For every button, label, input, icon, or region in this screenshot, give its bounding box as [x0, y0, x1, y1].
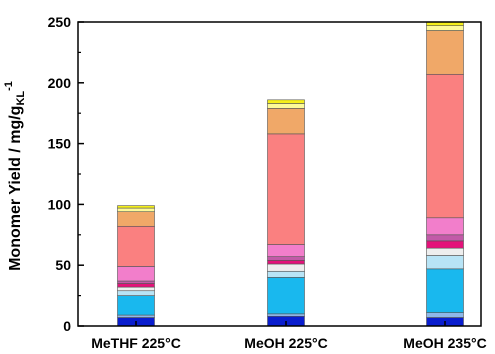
- svg-text:Monomer Yield / mg/gKL-1: Monomer Yield / mg/gKL-1: [3, 81, 27, 271]
- y-axis-title-main: Monomer Yield / mg/g: [7, 106, 24, 271]
- y-axis-title-subscript: KL: [15, 91, 27, 106]
- x-category-label: MeOH 225°C: [244, 335, 327, 351]
- x-category-label: MeTHF 225°C: [91, 335, 181, 351]
- bar-segment: [267, 313, 305, 317]
- bar-segment: [426, 25, 464, 31]
- bar-segment: [267, 99, 305, 104]
- bar-segment: [117, 314, 155, 318]
- bars-layer: [117, 21, 464, 327]
- bar-segment: [117, 280, 155, 284]
- bar-segment: [267, 133, 305, 245]
- bar-segment: [267, 108, 305, 135]
- bar-segment: [117, 266, 155, 282]
- y-tick-label: 100: [48, 196, 72, 212]
- bar-segment: [267, 256, 305, 261]
- bar-segment: [426, 234, 464, 242]
- bar-segment: [117, 290, 155, 296]
- x-axis: MeTHF 225°C MeOH 225°C MeOH 235°C: [91, 321, 487, 351]
- bar-segment: [117, 205, 155, 209]
- bar-segment: [267, 260, 305, 265]
- x-category-label: MeOH 235°C: [403, 335, 486, 351]
- bar-segment: [267, 103, 305, 109]
- bar-segment: [117, 211, 155, 227]
- y-axis-title-superscript: -1: [3, 81, 15, 91]
- bar-segment: [117, 225, 155, 267]
- bar-stack: [426, 21, 464, 327]
- bar-stack: [117, 205, 155, 327]
- bar-segment: [426, 73, 464, 219]
- y-tick-label: 200: [48, 75, 72, 91]
- y-axis: 0 50 100 150 200 250: [48, 14, 84, 334]
- bar-segment: [267, 277, 305, 315]
- bar-segment: [267, 270, 305, 278]
- y-axis-title: Monomer Yield / mg/gKL-1: [3, 81, 27, 271]
- bar-segment: [426, 30, 464, 75]
- bar-segment: [426, 255, 464, 270]
- bar-segment: [426, 240, 464, 249]
- bar-segment: [117, 207, 155, 212]
- bar-segment: [117, 286, 155, 292]
- bar-segment: [426, 268, 464, 313]
- y-tick-label: 50: [55, 257, 71, 273]
- y-tick-label: 0: [63, 318, 71, 334]
- bar-segment: [426, 312, 464, 318]
- y-tick-label: 250: [48, 14, 72, 30]
- bar-stack: [267, 99, 305, 327]
- bar-segment: [117, 283, 155, 288]
- y-tick-label: 150: [48, 136, 72, 152]
- bar-segment: [426, 247, 464, 256]
- bar-segment: [267, 263, 305, 272]
- bar-segment: [117, 295, 155, 316]
- bar-segment: [267, 244, 305, 257]
- bar-segment: [426, 217, 464, 236]
